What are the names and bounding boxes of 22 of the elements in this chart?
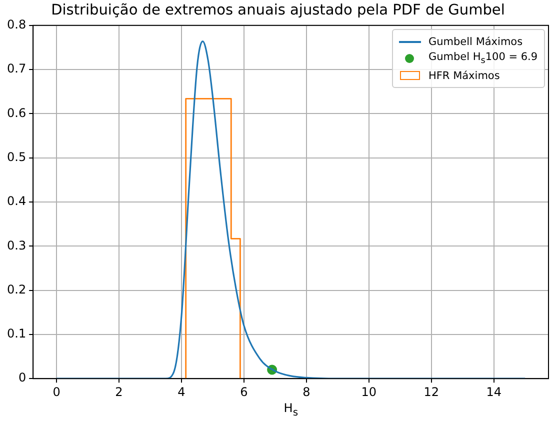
x-axis-title: H$_{s}$ [284,400,298,418]
x-tick-label: 0 [52,384,60,399]
y-tick-label: 0.5 [6,150,26,164]
y-tick-label: 0.1 [6,326,26,341]
x-tick-label: 12 [424,384,439,399]
y-tick-label: 0.2 [6,282,26,296]
legend-label: Gumbell Máximos [428,36,523,48]
x-tick-label: 14 [486,384,502,399]
y-tick-label: 0.3 [6,238,26,252]
legend-label: Gumbel H$_{s}$100 = 6.9 [428,51,538,66]
y-tick-label: 0.8 [6,18,26,32]
x-tick-label: 8 [302,384,310,399]
x-tick-label: 4 [178,384,186,399]
x-tick-label: 6 [240,384,248,399]
y-tick-label: 0.7 [6,62,26,76]
y-tick-label: 0.4 [6,194,26,208]
chart-title: Distribuição de extremos anuais ajustado pela PDF de Gumbel [51,2,505,18]
legend-label: HFR Máximos [428,70,500,82]
x-tick-label: 10 [361,384,377,399]
x-tick-label: 2 [115,384,123,399]
y-tick-label: 0.6 [6,106,26,120]
y-tick-label: 0 [18,370,26,385]
